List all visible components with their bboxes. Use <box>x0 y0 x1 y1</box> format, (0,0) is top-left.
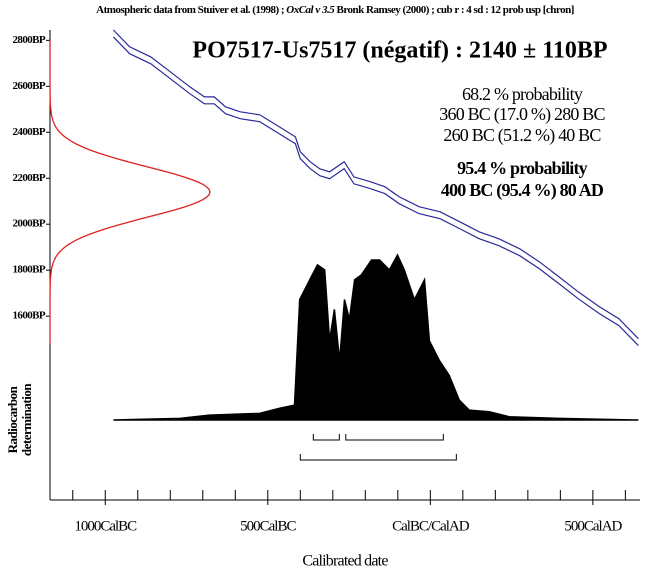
summary: 360 BC (17.0 %) 280 BC <box>439 104 605 125</box>
calibration-curve <box>112 29 639 340</box>
y-tick-label: 2200BP <box>13 172 46 184</box>
range-bracket <box>312 434 340 441</box>
range-bracket <box>345 434 444 441</box>
y-axis-title: Radiocarbon <box>5 385 20 453</box>
summary: 400 BC (95.4 %) 80 AD <box>441 180 604 201</box>
header-part: Bronk Ramsey (2000) ; cub r : 4 sd : 12 … <box>337 4 574 16</box>
header: Atmospheric data from Stuiver et al. (19… <box>96 4 574 16</box>
y-tick-label: 1800BP <box>13 264 46 276</box>
y-tick-label: 1600BP <box>13 310 46 322</box>
x-tick-label: 500CalAD <box>564 518 622 534</box>
measurement-curve <box>49 40 211 344</box>
calibration-curve <box>112 36 639 347</box>
y-tick-label: 2400BP <box>13 126 46 138</box>
summary: 95.4 % probability <box>457 158 588 178</box>
summary: 260 BC (51.2 %) 40 BC <box>443 125 601 146</box>
x-axis-title: Calibrated date <box>302 553 388 570</box>
x-tick-label: 1000CalBC <box>74 518 137 534</box>
range-bracket <box>299 454 457 461</box>
x-tick-label: 500CalBC <box>240 518 296 534</box>
probability-distribution <box>113 253 639 421</box>
header-part: OxCal v 3.5 <box>286 4 335 16</box>
header-part: Atmospheric data from Stuiver et al. (19… <box>96 4 284 16</box>
chart-title: PO7517-Us7517 (négatif) : 2140 ± 110BP <box>192 38 607 64</box>
y-axis-title: determination <box>19 383 34 456</box>
y-tick-label: 2000BP <box>13 218 46 230</box>
x-tick-label: CalBC/CalAD <box>392 518 470 534</box>
summary: 68.2 % probability <box>462 84 583 104</box>
y-tick-label: 2600BP <box>13 80 46 92</box>
y-tick-label: 2800BP <box>13 34 46 46</box>
